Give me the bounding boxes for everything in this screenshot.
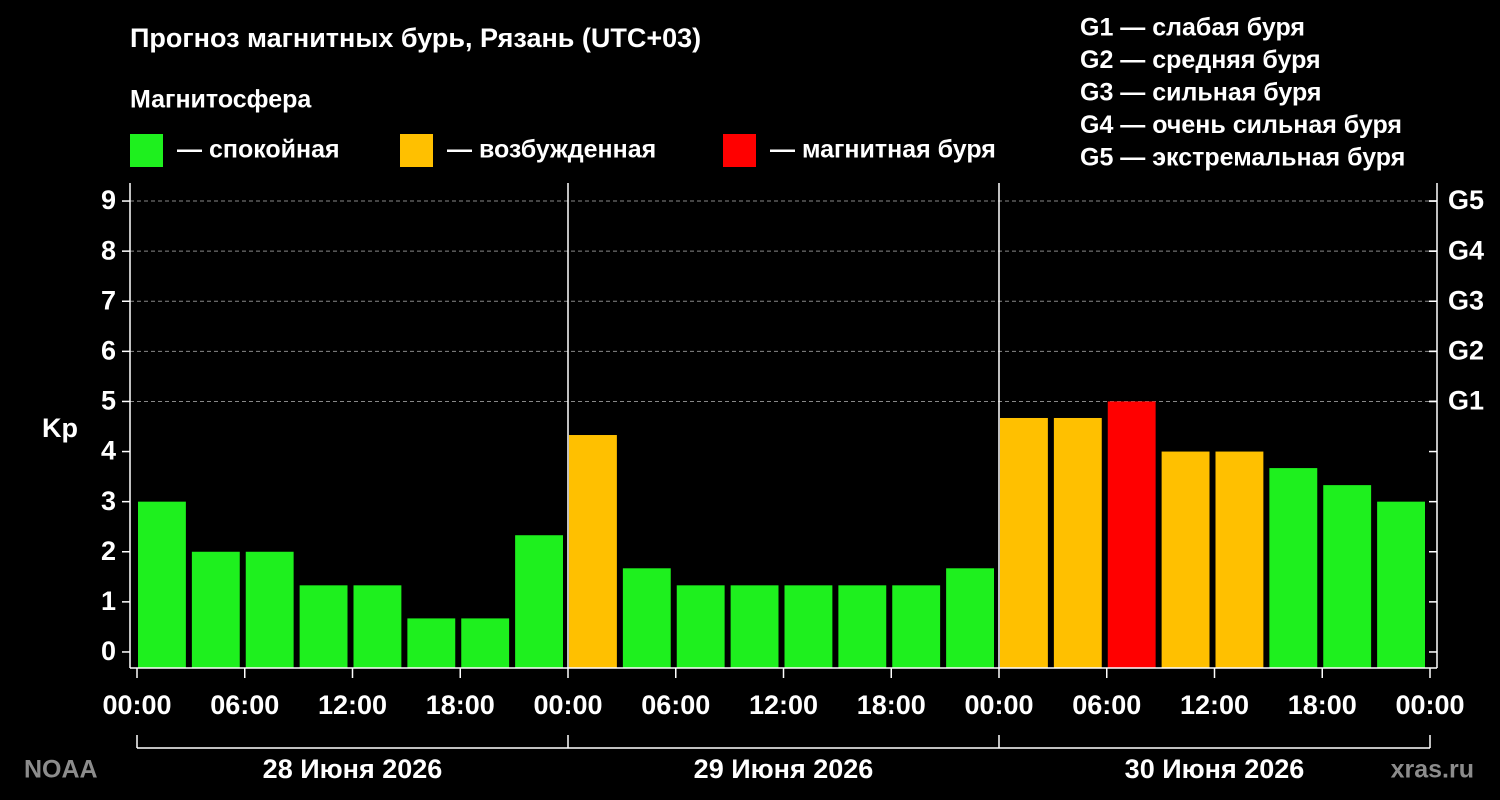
bar [1053, 417, 1102, 668]
x-tick-label: 06:00 [641, 690, 710, 720]
bar [407, 618, 456, 668]
bar [1323, 485, 1372, 668]
bar [515, 535, 563, 668]
scale-legend-label: G3 — сильная буря [1080, 79, 1322, 107]
bar [676, 585, 725, 668]
y-tick-label: 0 [101, 636, 116, 666]
bar [730, 585, 779, 668]
scale-legend-label: G1 — слабая буря [1080, 14, 1305, 42]
legend-swatch [723, 134, 756, 167]
source-label: NOAA [24, 756, 98, 784]
scale-legend-label: G4 — очень сильная буря [1080, 111, 1402, 139]
bar [245, 551, 294, 668]
bar [1377, 501, 1425, 668]
x-tick-label: 06:00 [210, 690, 279, 720]
y2-tick-label: G1 [1448, 386, 1484, 416]
bar [946, 568, 994, 668]
x-tick-label: 18:00 [857, 690, 926, 720]
x-tick-label: 18:00 [1288, 690, 1357, 720]
bar [784, 585, 833, 668]
bar [1107, 401, 1156, 668]
scale-legend-label: G5 — экстремальная буря [1080, 144, 1405, 172]
chart-title: Прогноз магнитных бурь, Рязань (UTC+03) [130, 23, 701, 53]
legend-swatch [400, 134, 433, 167]
y2-tick-label: G3 [1448, 285, 1484, 315]
bar [622, 568, 671, 668]
bar [1000, 417, 1048, 668]
y-axis-label: Kp [42, 413, 78, 443]
legend-label: — возбужденная [447, 136, 656, 164]
bar [138, 501, 186, 668]
bar [1269, 468, 1318, 668]
x-tick-label: 12:00 [1180, 690, 1249, 720]
bar [569, 435, 617, 668]
y-tick-label: 9 [101, 185, 116, 215]
legend-swatch [130, 134, 163, 167]
y-tick-label: 5 [101, 386, 116, 416]
bar [838, 585, 887, 668]
legend-title: Магнитосфера [130, 86, 312, 114]
x-tick-label: 12:00 [318, 690, 387, 720]
x-tick-label: 00:00 [964, 690, 1033, 720]
bar [461, 618, 510, 668]
legend-label: — магнитная буря [770, 136, 996, 164]
day-label: 29 Июня 2026 [694, 754, 874, 784]
bar [191, 551, 240, 668]
y-tick-label: 1 [101, 586, 116, 616]
x-tick-label: 06:00 [1072, 690, 1141, 720]
y-tick-label: 2 [101, 536, 116, 566]
x-tick-label: 00:00 [533, 690, 602, 720]
x-tick-label: 00:00 [102, 690, 171, 720]
site-label: xras.ru [1391, 756, 1474, 784]
bar [892, 585, 941, 668]
day-label: 30 Июня 2026 [1125, 754, 1305, 784]
y-tick-label: 7 [101, 285, 116, 315]
bar [299, 585, 348, 668]
y2-tick-label: G2 [1448, 335, 1484, 365]
x-tick-label: 18:00 [426, 690, 495, 720]
legend-label: — спокойная [177, 136, 340, 164]
y-tick-label: 8 [101, 235, 116, 265]
bar [1215, 451, 1264, 668]
x-tick-label: 00:00 [1395, 690, 1464, 720]
y-tick-label: 3 [101, 486, 116, 516]
y-tick-label: 6 [101, 335, 116, 365]
y-tick-label: 4 [101, 436, 116, 466]
day-label: 28 Июня 2026 [263, 754, 443, 784]
x-tick-label: 12:00 [749, 690, 818, 720]
bar [353, 585, 402, 668]
y2-tick-label: G4 [1448, 235, 1484, 265]
y2-tick-label: G5 [1448, 185, 1484, 215]
bar [1161, 451, 1210, 668]
scale-legend-label: G2 — средняя буря [1080, 46, 1321, 74]
